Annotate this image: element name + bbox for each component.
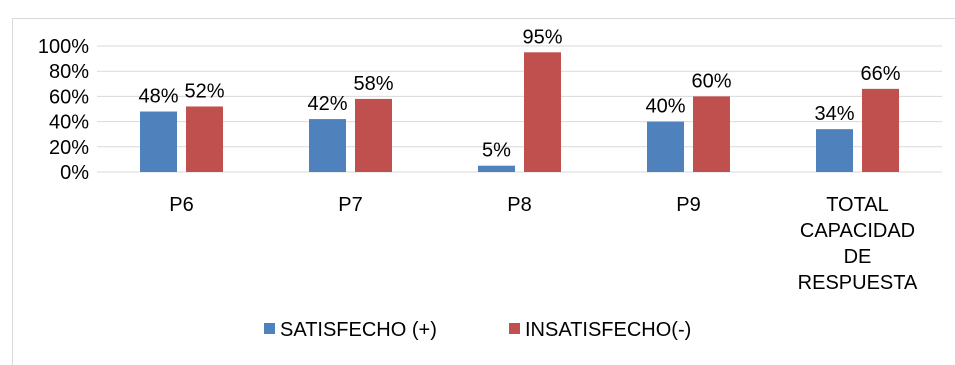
y-tick-label: 80% (49, 61, 89, 83)
legend: SATISFECHO (+) INSATISFECHO(-) (264, 319, 691, 341)
data-label: 48% (138, 86, 178, 108)
data-label: 58% (353, 73, 393, 95)
x-category-label: DE (844, 246, 872, 268)
y-tick-label: 100% (38, 36, 89, 58)
y-axis-tick-labels: 0% 20% 40% 60% 80% 100% (38, 36, 89, 184)
bar-satisfecho (647, 121, 684, 172)
data-label: 42% (307, 93, 347, 115)
data-label: 34% (814, 103, 854, 125)
bar-satisfecho (816, 129, 853, 172)
bar-satisfecho (309, 119, 346, 172)
data-label: 66% (860, 63, 900, 85)
gridlines (97, 45, 942, 173)
data-label: 95% (522, 26, 562, 48)
x-category-label: CAPACIDAD (800, 220, 915, 242)
y-tick-label: 60% (49, 86, 89, 108)
x-axis-category-labels: P6 P7 P8 P9 TOTAL CAPACIDAD DE RESPUESTA (169, 194, 918, 294)
bar-satisfecho (140, 111, 177, 172)
bar-insatisfecho (186, 106, 223, 172)
bar-insatisfecho (862, 88, 899, 172)
x-category-label: P6 (169, 194, 193, 216)
data-label: 60% (691, 70, 731, 92)
x-category-label: TOTAL (826, 194, 889, 216)
data-label: 52% (184, 80, 224, 102)
bar-insatisfecho (524, 52, 561, 172)
legend-label: SATISFECHO (+) (280, 319, 437, 341)
bar-insatisfecho (693, 96, 730, 172)
bar-satisfecho (478, 165, 515, 172)
y-tick-label: 0% (60, 162, 89, 184)
bar-insatisfecho (355, 98, 392, 172)
y-tick-label: 40% (49, 112, 89, 134)
x-category-label: P8 (507, 194, 531, 216)
x-category-label: RESPUESTA (798, 272, 918, 294)
data-labels: 48% 52% 42% 58% 5% 95% 40% 60% 34% 66% (138, 26, 900, 161)
x-category-label: P7 (338, 194, 362, 216)
data-label: 5% (482, 140, 511, 162)
x-category-label: P9 (676, 194, 700, 216)
legend-label: INSATISFECHO(-) (525, 319, 691, 341)
data-label: 40% (645, 96, 685, 118)
legend-swatch (264, 323, 275, 334)
y-tick-label: 20% (49, 137, 89, 159)
plot-area-bars (140, 52, 899, 172)
legend-swatch (509, 323, 520, 334)
